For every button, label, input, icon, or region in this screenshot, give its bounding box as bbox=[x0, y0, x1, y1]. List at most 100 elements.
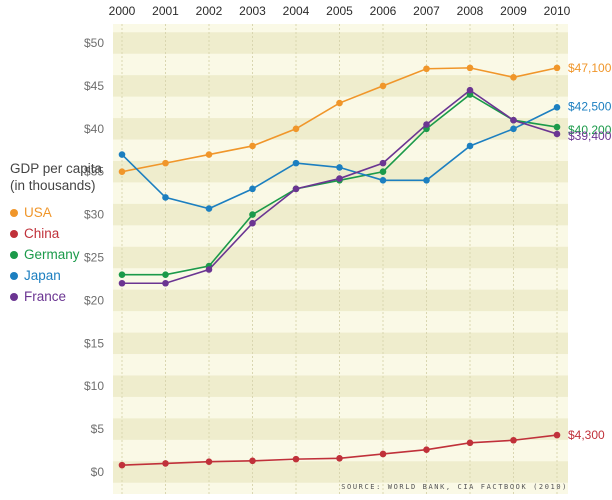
data-point-france bbox=[118, 279, 126, 287]
y-tick-label: $45 bbox=[84, 79, 104, 93]
y-tick-label: $30 bbox=[84, 208, 104, 222]
series-japan bbox=[118, 104, 561, 212]
data-point-usa bbox=[292, 125, 300, 133]
data-point-germany bbox=[118, 271, 126, 278]
x-tick-label: 2004 bbox=[283, 4, 310, 18]
source-note: SOURCE: WORLD BANK, CIA FACTBOOK (2010) bbox=[341, 483, 568, 491]
data-point-usa bbox=[205, 151, 213, 158]
series-usa bbox=[118, 64, 561, 175]
data-point-france bbox=[510, 116, 517, 124]
series-france bbox=[118, 86, 561, 287]
data-point-china bbox=[510, 436, 517, 444]
end-label-france: $39,400 bbox=[568, 129, 612, 143]
data-point-germany bbox=[249, 211, 256, 218]
y-tick-label: $25 bbox=[84, 251, 104, 265]
x-tick-label: 2002 bbox=[196, 4, 223, 18]
data-point-france bbox=[292, 185, 300, 193]
data-point-japan bbox=[336, 164, 343, 171]
grid-band bbox=[113, 246, 568, 269]
data-point-japan bbox=[249, 185, 256, 193]
legend-item-china: China bbox=[10, 223, 110, 244]
data-point-china bbox=[423, 446, 430, 453]
y-tick-label: $5 bbox=[91, 422, 105, 436]
end-label-japan: $42,500 bbox=[568, 99, 612, 113]
legend-label: Germany bbox=[24, 247, 80, 262]
data-point-france bbox=[205, 266, 213, 273]
y-tick-label: $15 bbox=[84, 336, 104, 350]
data-point-germany bbox=[553, 123, 561, 131]
data-point-japan bbox=[510, 125, 517, 133]
data-point-usa bbox=[336, 99, 343, 107]
legend: GDP per capita (in thousands) USA China Ge… bbox=[10, 160, 110, 307]
legend-item-japan: Japan bbox=[10, 265, 110, 286]
x-tick-label: 2003 bbox=[239, 4, 266, 18]
data-point-japan bbox=[162, 194, 169, 201]
y-tick-label: $50 bbox=[84, 36, 104, 50]
grid-band bbox=[113, 289, 568, 312]
x-tick-labels: 2000 2001 2002 2003 2004 2005 2006 2007 2008 2009… bbox=[109, 4, 571, 18]
data-point-china bbox=[118, 461, 126, 469]
legend-dot-icon bbox=[10, 250, 18, 259]
x-tick-label: 2008 bbox=[457, 4, 484, 18]
data-point-usa bbox=[510, 74, 517, 81]
series-china bbox=[118, 431, 561, 469]
data-point-france bbox=[249, 219, 256, 227]
legend-label: USA bbox=[24, 205, 52, 220]
data-point-china bbox=[466, 439, 474, 447]
data-point-france bbox=[336, 175, 343, 182]
legend-dot-icon bbox=[10, 271, 18, 280]
end-label-china: $4,300 bbox=[568, 428, 605, 442]
legend-item-germany: Germany bbox=[10, 244, 110, 265]
y-tick-label: $20 bbox=[84, 293, 104, 307]
data-point-china bbox=[249, 457, 256, 465]
data-point-france bbox=[379, 159, 387, 167]
grid-band bbox=[113, 75, 568, 97]
legend-title: GDP per capita (in thousands) bbox=[10, 161, 103, 193]
legend-dot-icon bbox=[10, 292, 18, 301]
data-point-usa bbox=[162, 159, 169, 167]
data-point-germany bbox=[162, 271, 169, 278]
end-value-labels: $47,100 $4,300 $40,200 $42,500 $39,400 bbox=[568, 61, 612, 442]
legend-dot-icon bbox=[10, 208, 18, 217]
legend-item-usa: USA bbox=[10, 202, 110, 223]
legend-label: Japan bbox=[24, 268, 61, 283]
y-tick-label: $10 bbox=[84, 379, 104, 393]
x-tick-label: 2005 bbox=[326, 4, 353, 18]
data-point-usa bbox=[553, 64, 561, 72]
data-point-japan bbox=[118, 151, 126, 158]
y-tick-label: $40 bbox=[84, 122, 104, 136]
data-point-japan bbox=[205, 205, 213, 212]
data-point-france bbox=[162, 279, 169, 287]
data-point-france bbox=[423, 121, 430, 128]
data-point-china bbox=[205, 458, 213, 466]
end-label-usa: $47,100 bbox=[568, 61, 612, 75]
data-point-china bbox=[379, 450, 387, 458]
grid-band bbox=[113, 160, 568, 183]
y-tick-label: $35 bbox=[84, 165, 104, 179]
data-point-japan bbox=[553, 104, 561, 111]
data-point-china bbox=[162, 460, 169, 467]
data-point-japan bbox=[423, 176, 430, 184]
data-point-china bbox=[292, 455, 300, 463]
grid-band bbox=[113, 375, 568, 397]
x-tick-label: 2007 bbox=[413, 4, 440, 18]
data-point-usa bbox=[379, 82, 387, 90]
x-tick-label: 2006 bbox=[370, 4, 397, 18]
legend-item-france: France bbox=[10, 286, 110, 307]
end-label-germany: $40,200 bbox=[568, 123, 612, 137]
x-tick-label: 2009 bbox=[500, 4, 527, 18]
grid-band bbox=[113, 203, 568, 226]
data-point-china bbox=[336, 454, 343, 462]
grid-band bbox=[113, 332, 568, 355]
grid-band bbox=[113, 118, 568, 140]
data-point-usa bbox=[118, 168, 126, 175]
data-point-germany bbox=[379, 168, 387, 175]
legend-label: France bbox=[24, 289, 67, 304]
data-point-china bbox=[553, 431, 561, 439]
legend-items: USA China Germany Japan France bbox=[10, 202, 110, 307]
grid-band bbox=[113, 461, 568, 483]
data-point-usa bbox=[466, 64, 474, 72]
data-point-usa bbox=[423, 65, 430, 73]
data-point-france bbox=[466, 86, 474, 94]
